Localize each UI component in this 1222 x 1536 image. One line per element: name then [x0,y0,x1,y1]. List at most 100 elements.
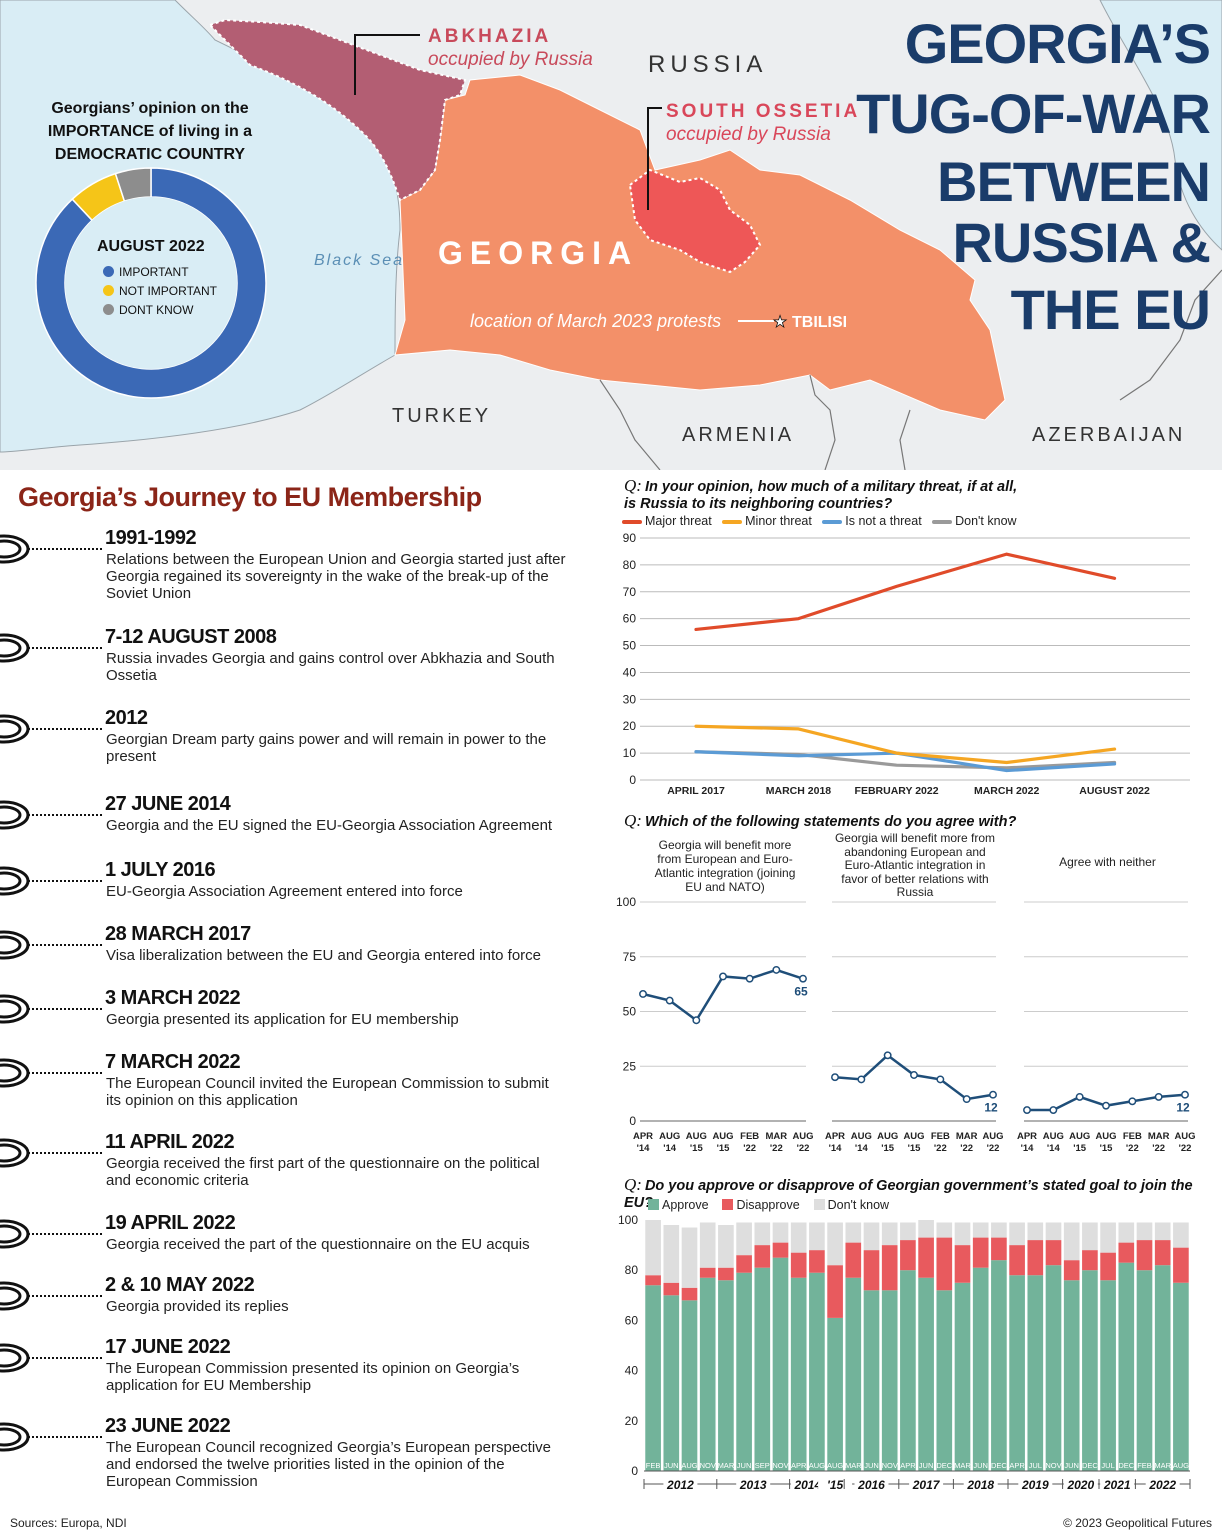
bar-dontknow [1063,1222,1080,1261]
y-tick-label: 25 [623,1059,637,1073]
bar-approve [1118,1262,1135,1471]
y-tick-label: 20 [625,1414,639,1428]
event-date: 3 MARCH 2022 [105,987,241,1009]
x-tick-month: AUG [1174,1131,1195,1142]
data-point [910,1071,918,1079]
bar-dontknow [1027,1222,1044,1241]
x-tick-year: '15 [717,1143,731,1154]
event-description: The European Commission presented its op… [106,1360,520,1394]
x-month-label: DEC [936,1461,952,1470]
protest-note: location of March 2023 protests [470,311,721,331]
x-tick-month: AUG [712,1131,733,1142]
legend-not-threat: Is not a threat [822,514,922,528]
bar-approve [991,1260,1007,1471]
data-point [883,1051,892,1060]
data-point [936,1075,945,1084]
donut-title: Georgians’ opinion on the IMPORTANCE of … [47,100,253,163]
bar-approve [918,1277,934,1471]
bar-approve [790,1277,807,1471]
year-label: 2012 [666,1478,694,1492]
bar-approve [1027,1275,1044,1471]
y-tick-label: 20 [623,719,637,733]
x-tick-month: AUG [1069,1131,1090,1142]
year-label-bg [663,1477,698,1491]
event-description: Relations between the European Union and… [106,551,566,602]
data-point [989,1090,997,1099]
bar-approve [1173,1282,1189,1471]
approve-swatch [648,1199,659,1210]
bar-disapprove [827,1265,843,1318]
main-title-line-3: BETWEEN [937,150,1211,213]
bar-disapprove [918,1237,934,1278]
bar-approve [1045,1265,1062,1471]
event-date: 2 & 10 MAY 2022 [105,1274,255,1296]
x-tick-month: APR [825,1131,845,1142]
bar-dontknow [754,1222,771,1246]
bar-dontknow [699,1222,716,1268]
data-point [1181,1090,1189,1099]
bar-dontknow [1118,1222,1135,1243]
bar-approve [1063,1280,1080,1471]
bar-approve [900,1270,916,1471]
x-tick-month: APR [1017,1131,1037,1142]
marker-ring-inner [0,539,22,559]
x-tick-month: AUG [686,1131,707,1142]
x-month-label: DEC [991,1461,1007,1470]
year-label-bg [963,1477,998,1491]
year-label: 2014 [793,1478,821,1492]
year-label-bg [1100,1477,1135,1491]
data-point [745,974,754,983]
x-tick-month: AUG [1095,1131,1116,1142]
bar-dontknow [1136,1222,1153,1241]
major-threat-swatch [622,519,642,524]
x-tick-label: MARCH 2018 [766,785,832,797]
bar-approve [936,1290,953,1471]
bar-disapprove [900,1240,916,1271]
bar-approve [954,1282,971,1471]
x-tick-month: MAR [1148,1131,1170,1142]
azerbaijan-label: AZERBAIJAN [1032,424,1185,446]
timeline-marker [0,800,104,830]
x-tick-month: APR [633,1131,653,1142]
x-month-label: MAR [954,1461,971,1470]
y-tick-label: 50 [623,639,637,653]
not-threat-swatch [822,519,843,524]
statements-question: Q: Which of the following statements do y… [624,812,1124,831]
donut-period: AUGUST 2022 [97,238,205,255]
legend-dontknow: Don't know [813,1198,889,1212]
event-description: Georgia presented its application for EU… [106,1011,459,1028]
bar-approve [1154,1265,1171,1471]
y-tick-label: 80 [623,558,637,572]
georgia-label: GEORGIA [438,235,638,271]
last-value-label: 12 [1176,1101,1190,1115]
legend-approve-label: Approve [662,1198,709,1212]
x-tick-year: '14 [829,1143,843,1154]
year-label: 2018 [966,1478,994,1492]
x-tick-year: '22 [934,1143,947,1154]
event-description: Georgia received the first part of the q… [106,1155,540,1189]
donut-legend-item: DONT KNOW [103,301,217,320]
bar-dontknow [1154,1222,1171,1241]
x-month-label: APR [791,1461,807,1470]
year-label: 2020 [1066,1478,1094,1492]
x-month-label: JUL [1101,1461,1114,1470]
legend-major: Major threat [622,514,712,528]
abkhazia-note: occupied by Russia [428,49,593,70]
x-tick-month: FEB [931,1131,950,1142]
x-month-label: JUN [664,1461,679,1470]
y-tick-label: 60 [623,612,637,626]
bar-approve [1100,1280,1116,1471]
data-point [857,1075,866,1084]
bar-approve [645,1285,661,1471]
data-point [692,1016,701,1025]
x-month-label: APR [1009,1461,1025,1470]
marker-ring-inner [0,1427,22,1447]
statements-question-text: Which of the following statements do you… [644,814,1017,830]
x-tick-month: FEB [740,1131,759,1142]
x-month-label: FEB [646,1461,661,1470]
year-label: 2017 [912,1478,941,1492]
event-date: 2012 [105,707,148,729]
bar-disapprove [645,1275,661,1286]
bar-approve [754,1267,771,1471]
main-title-line-5: THE EU [1010,278,1211,341]
